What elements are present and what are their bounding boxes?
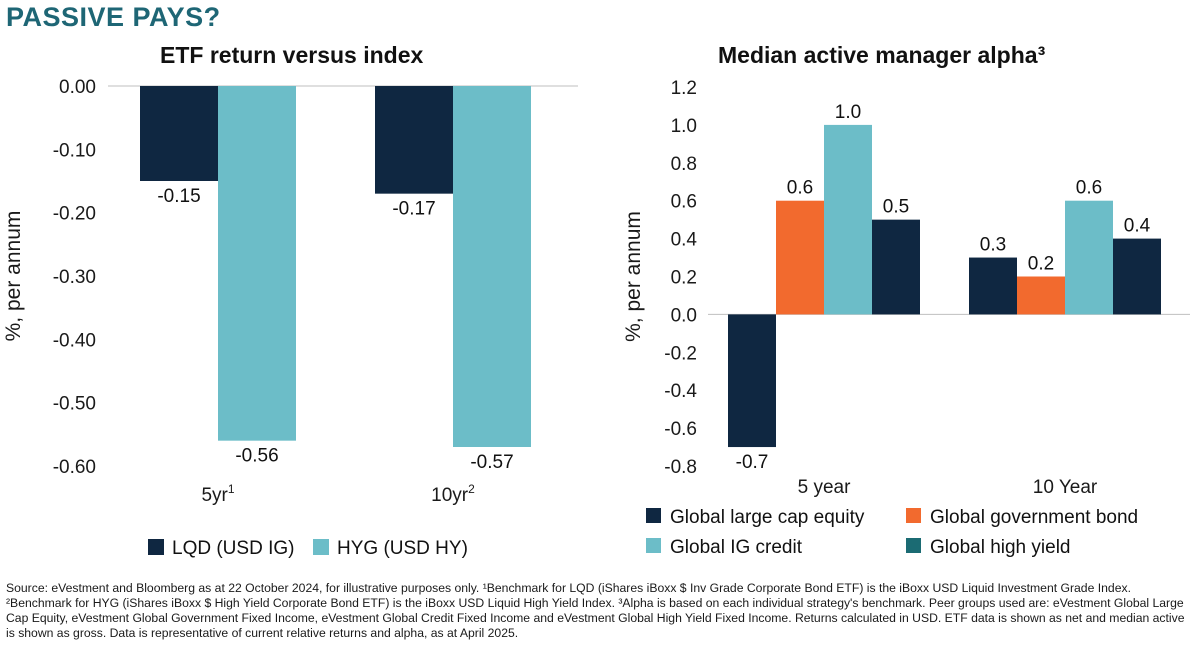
data-label: 0.6 bbox=[787, 178, 813, 199]
page-headline: PASSIVE PAYS? bbox=[6, 2, 221, 32]
data-label: -0.7 bbox=[736, 452, 769, 473]
etf-return-chart: 0.00 -0.10 -0.20 -0.30 -0.40 -0.50 -0.60 %, per… bbox=[2, 77, 578, 559]
x-tick-label: 10 Year bbox=[1033, 477, 1098, 498]
y-axis-label: %, per annum bbox=[2, 211, 25, 342]
y-tick-label: 0.4 bbox=[671, 230, 698, 251]
y-tick-label: -0.30 bbox=[53, 267, 96, 288]
data-label: 0.5 bbox=[883, 197, 909, 218]
data-label: -0.57 bbox=[470, 452, 513, 473]
data-label: -0.15 bbox=[157, 186, 200, 207]
legend-label: LQD (USD IG) bbox=[172, 538, 294, 559]
y-tick-label: -0.10 bbox=[53, 140, 96, 161]
legend-swatch bbox=[906, 538, 921, 553]
bar bbox=[872, 219, 920, 315]
legend-swatch bbox=[906, 508, 921, 523]
legend-label: Global government bond bbox=[930, 507, 1138, 528]
y-tick-label: -0.50 bbox=[53, 394, 96, 415]
bar bbox=[1065, 200, 1113, 315]
legend-swatch bbox=[646, 538, 661, 553]
y-tick-label: -0.8 bbox=[664, 457, 697, 478]
data-label: 0.6 bbox=[1076, 178, 1102, 199]
y-tick-label: -0.4 bbox=[664, 381, 697, 402]
chart-title-active-alpha: Median active manager alpha³ bbox=[718, 42, 1046, 68]
x-tick-label: 10yr2 bbox=[431, 482, 475, 506]
chart-title-etf-return: ETF return versus index bbox=[160, 42, 424, 68]
y-tick-label: 0.2 bbox=[671, 268, 697, 289]
bar bbox=[1017, 276, 1065, 315]
legend-label: Global high yield bbox=[930, 537, 1070, 558]
data-label: 1.0 bbox=[835, 102, 861, 123]
y-axis-label: %, per annum bbox=[622, 211, 645, 342]
legend-swatch bbox=[148, 539, 164, 555]
data-label: -0.56 bbox=[235, 446, 278, 467]
legend-label: Global large cap equity bbox=[670, 507, 865, 528]
y-tick-label: 0.8 bbox=[671, 154, 697, 175]
y-tick-label: -0.40 bbox=[53, 330, 96, 351]
bar bbox=[824, 124, 872, 315]
bar bbox=[453, 86, 531, 447]
bar bbox=[728, 314, 776, 448]
x-tick-label: 5 year bbox=[798, 477, 851, 498]
y-tick-label: -0.6 bbox=[664, 419, 697, 440]
legend-label: Global IG credit bbox=[670, 537, 803, 558]
bar bbox=[375, 86, 453, 194]
data-label: 0.3 bbox=[980, 235, 1006, 256]
y-tick-label: -0.60 bbox=[53, 457, 96, 478]
legend-swatch bbox=[313, 539, 329, 555]
y-tick-label: 0.6 bbox=[671, 192, 697, 213]
y-tick-label: 0.0 bbox=[671, 305, 697, 326]
y-tick-label: 0.00 bbox=[59, 77, 96, 98]
bar bbox=[218, 86, 296, 441]
bar bbox=[969, 257, 1017, 315]
legend-swatch bbox=[646, 508, 661, 523]
legend-label: HYG (USD HY) bbox=[337, 538, 468, 559]
bar bbox=[140, 86, 218, 181]
bar bbox=[776, 200, 824, 315]
active-alpha-chart: 1.2 1.0 0.8 0.6 0.4 0.2 0.0 -0.2 -0.4 -0.6 -0.8 %, … bbox=[622, 78, 1190, 558]
y-tick-label: -0.20 bbox=[53, 204, 96, 225]
y-tick-label: 1.2 bbox=[671, 78, 697, 99]
data-label: -0.17 bbox=[392, 199, 435, 220]
bar bbox=[1113, 238, 1161, 315]
data-label: 0.2 bbox=[1028, 254, 1054, 275]
y-tick-label: -0.2 bbox=[664, 343, 697, 364]
y-tick-label: 1.0 bbox=[671, 116, 697, 137]
data-label: 0.4 bbox=[1124, 216, 1151, 237]
source-footnote: Source: eVestment and Bloomberg as at 22… bbox=[6, 581, 1185, 640]
x-tick-label: 5yr1 bbox=[201, 482, 234, 506]
